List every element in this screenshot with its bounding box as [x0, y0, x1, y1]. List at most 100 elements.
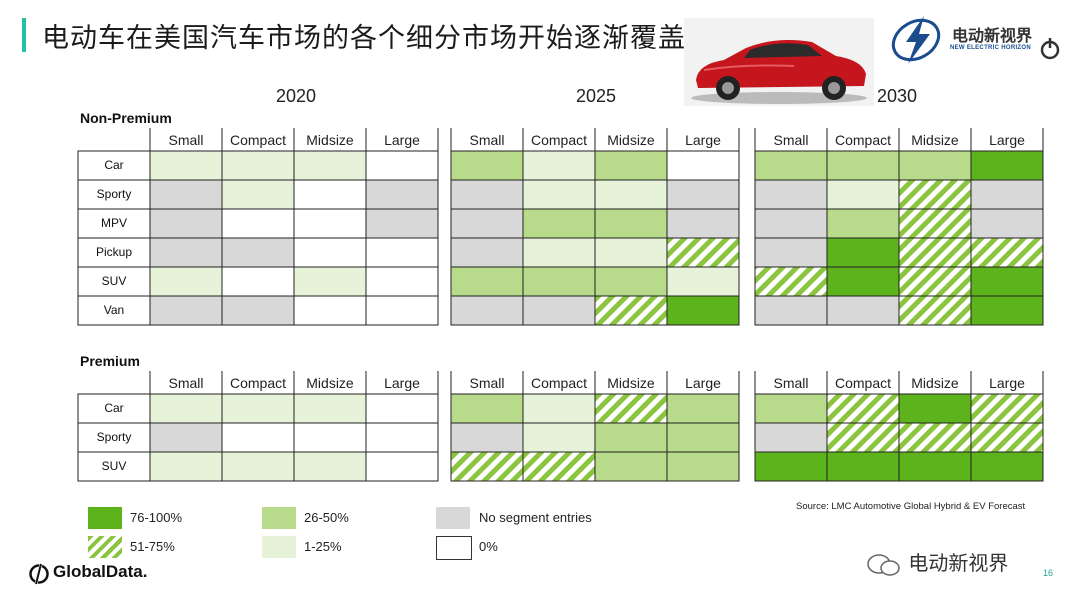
- segment-cell: [666, 422, 740, 453]
- segment-cell: [666, 295, 740, 326]
- segment-cell: [293, 237, 367, 268]
- segment-cell: [450, 451, 524, 482]
- segment-cell: [898, 393, 972, 424]
- segment-cell: [754, 422, 828, 453]
- row-label: Sporty: [96, 430, 132, 444]
- segment-cell: [149, 150, 223, 181]
- segment-cell: [594, 237, 668, 268]
- column-header: Large: [384, 132, 420, 148]
- column-header: Small: [469, 375, 505, 391]
- segment-cell: [666, 208, 740, 239]
- segment-cell: [450, 179, 524, 210]
- segment-cell: [754, 150, 828, 181]
- segment-cell: [594, 266, 668, 297]
- source-note: Source: LMC Automotive Global Hybrid & E…: [796, 501, 1026, 512]
- column-header: Small: [773, 132, 809, 148]
- segment-cell: [898, 150, 972, 181]
- row-label-frame: [77, 393, 151, 482]
- segment-cell: [754, 295, 828, 326]
- segment-cell: [221, 208, 295, 239]
- page-number: 16: [1043, 568, 1054, 578]
- segment-cell: [450, 237, 524, 268]
- segment-cell: [365, 295, 439, 326]
- column-header: Compact: [834, 132, 892, 148]
- segment-cell: [221, 295, 295, 326]
- segment-cell: [826, 393, 900, 424]
- segment-cell: [522, 266, 596, 297]
- segment-cell: [365, 208, 439, 239]
- segment-cell: [293, 179, 367, 210]
- segment-cell: [594, 451, 668, 482]
- segment-cell: [450, 393, 524, 424]
- legend-label: 51-75%: [130, 539, 175, 554]
- year-label: 2020: [276, 86, 317, 106]
- segment-cell: [149, 179, 223, 210]
- column-header: Large: [384, 375, 420, 391]
- row-label: Car: [104, 401, 124, 415]
- segment-cell: [522, 393, 596, 424]
- segment-cell: [293, 295, 367, 326]
- legend-label: 1-25%: [304, 539, 342, 554]
- segment-cell: [594, 208, 668, 239]
- segment-cell: [450, 422, 524, 453]
- row-label: MPV: [100, 216, 127, 230]
- segment-cell: [970, 451, 1044, 482]
- segment-cell: [221, 237, 295, 268]
- globaldata-logo: GlobalData.: [53, 562, 148, 581]
- segment-cell: [522, 208, 596, 239]
- segment-cell: [365, 237, 439, 268]
- segment-cell: [898, 237, 972, 268]
- segment-cell: [826, 208, 900, 239]
- segment-cell: [970, 237, 1044, 268]
- page-title: 电动车在美国汽车市场的各个细分市场开始逐渐覆盖: [42, 23, 686, 54]
- column-header: Midsize: [306, 375, 354, 391]
- segment-cell: [826, 237, 900, 268]
- segment-cell: [293, 266, 367, 297]
- segment-cell: [365, 451, 439, 482]
- column-header: Large: [685, 132, 721, 148]
- column-header: Small: [469, 132, 505, 148]
- segment-cell: [149, 422, 223, 453]
- column-header: Compact: [530, 132, 588, 148]
- row-label: Van: [103, 303, 125, 317]
- legend-swatch: [88, 536, 122, 558]
- legend-label: 76-100%: [130, 510, 183, 525]
- column-header: Large: [685, 375, 721, 391]
- title-accent-bar: [22, 18, 26, 52]
- column-header: Midsize: [607, 132, 655, 148]
- segment-cell: [365, 393, 439, 424]
- segment-cell: [970, 266, 1044, 297]
- segment-cell: [826, 422, 900, 453]
- segment-cell: [754, 208, 828, 239]
- column-header: Small: [168, 375, 204, 391]
- legend-label: 0%: [479, 539, 498, 554]
- legend-swatch: [262, 507, 296, 529]
- segment-cell: [221, 266, 295, 297]
- segment-cell: [365, 266, 439, 297]
- segment-cell: [149, 208, 223, 239]
- segment-cell: [970, 422, 1044, 453]
- legend-swatch: [88, 507, 122, 529]
- column-header: Small: [168, 132, 204, 148]
- red-car-image: [684, 18, 874, 106]
- column-header: Compact: [834, 375, 892, 391]
- globaldata-icon: [29, 563, 49, 585]
- segment-cell: [666, 150, 740, 181]
- segment-cell: [970, 150, 1044, 181]
- legend-label: 26-50%: [304, 510, 349, 525]
- segment-cell: [594, 150, 668, 181]
- segment-cell: [754, 266, 828, 297]
- segment-cell: [450, 150, 524, 181]
- segment-cell: [365, 179, 439, 210]
- segment-cell: [221, 451, 295, 482]
- segment-cell: [522, 451, 596, 482]
- segment-cell: [666, 237, 740, 268]
- segment-cell: [898, 179, 972, 210]
- segment-cell: [221, 179, 295, 210]
- segment-cell: [754, 237, 828, 268]
- segment-cell: [450, 266, 524, 297]
- segment-cell: [666, 393, 740, 424]
- row-label: Sporty: [96, 187, 132, 201]
- segment-cell: [293, 208, 367, 239]
